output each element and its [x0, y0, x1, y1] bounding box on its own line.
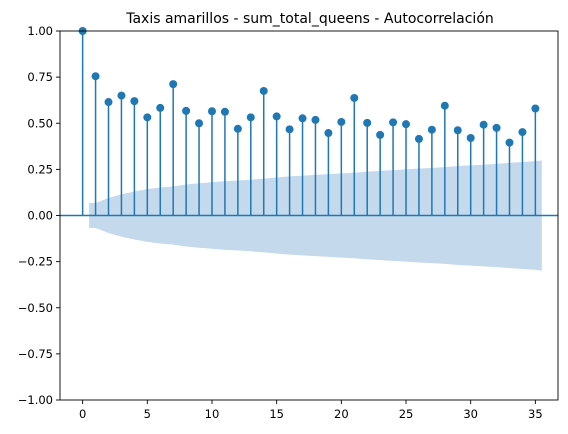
y-tick-label: −0.25: [18, 255, 53, 269]
stem-marker: [389, 118, 397, 126]
x-tick-label: 0: [79, 407, 86, 421]
stem-marker: [156, 104, 164, 112]
stem-marker: [260, 87, 268, 95]
x-tick-label: 30: [463, 407, 478, 421]
y-tick-label: −1.00: [18, 393, 53, 407]
stem-marker: [92, 72, 100, 80]
y-tick-label: 0.75: [27, 70, 53, 84]
x-tick-label: 5: [144, 407, 151, 421]
stem-marker: [467, 134, 475, 142]
stem-marker: [195, 119, 203, 127]
stem-marker: [350, 94, 358, 102]
x-tick-label: 15: [269, 407, 284, 421]
stem-marker: [428, 126, 436, 134]
stem-marker: [130, 97, 138, 105]
stem-marker: [505, 139, 513, 147]
stem-marker: [415, 135, 423, 143]
stem-marker: [402, 120, 410, 128]
x-tick-label: 20: [334, 407, 349, 421]
stem-marker: [105, 98, 113, 106]
y-tick-label: −0.50: [18, 301, 53, 315]
stem-marker: [221, 108, 229, 116]
y-tick-label: 0.00: [27, 209, 53, 223]
y-tick-label: −0.75: [18, 347, 53, 361]
stem-marker: [247, 113, 255, 121]
stem-marker: [518, 128, 526, 136]
stem-marker: [182, 107, 190, 115]
stem-marker: [454, 126, 462, 134]
stem-marker: [531, 104, 539, 112]
y-tick-label: 0.50: [27, 116, 53, 130]
x-tick-label: 35: [528, 407, 543, 421]
stem-marker: [311, 116, 319, 124]
stem-marker: [324, 129, 332, 137]
x-tick-label: 10: [205, 407, 220, 421]
stem-marker: [273, 112, 281, 120]
stem-marker: [208, 107, 216, 115]
stem-marker: [169, 80, 177, 88]
y-tick-label: 1.00: [27, 24, 53, 38]
stem-marker: [143, 113, 151, 121]
chart-title: Taxis amarillos - sum_total_queens - Aut…: [125, 11, 494, 27]
stem-marker: [286, 125, 294, 133]
stem-marker: [337, 118, 345, 126]
stem-marker: [376, 131, 384, 139]
y-tick-label: 0.25: [27, 162, 53, 176]
stem-marker: [363, 119, 371, 127]
stem-marker: [234, 125, 242, 133]
stem-marker: [493, 124, 501, 132]
stem-marker: [441, 102, 449, 110]
stem-marker: [299, 114, 307, 122]
stem-marker: [480, 121, 488, 129]
x-tick-label: 25: [399, 407, 414, 421]
stem-marker: [117, 92, 125, 100]
